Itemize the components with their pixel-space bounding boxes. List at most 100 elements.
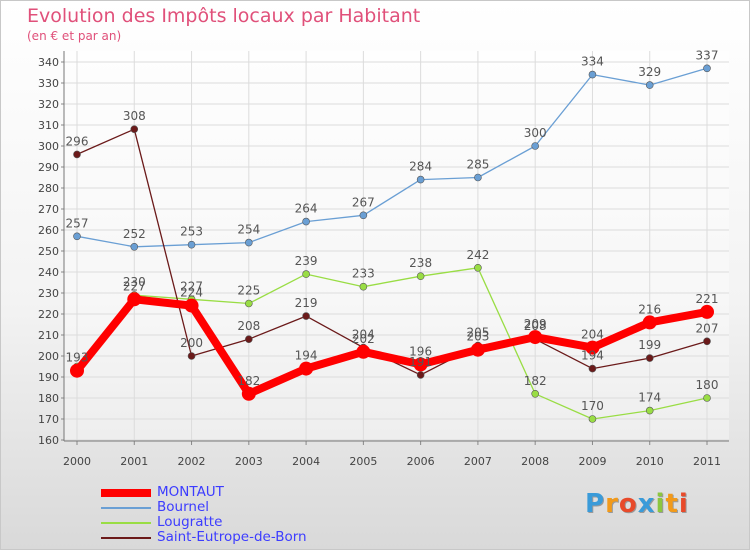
y-tick-label: 250	[38, 245, 59, 258]
legend-swatch-lougratte	[101, 522, 151, 524]
data-label-lougratte: 233	[352, 267, 375, 281]
data-point-bournel	[73, 232, 81, 241]
data-label-montaut: 216	[638, 302, 661, 316]
y-tick-label: 230	[38, 287, 59, 300]
data-point-montaut	[642, 315, 657, 330]
data-label-saint-eutrope-de-born: 208	[524, 319, 547, 333]
data-point-saint-eutrope-de-born	[645, 354, 654, 362]
data-label-lougratte: 239	[295, 254, 318, 268]
data-label-bournel: 285	[466, 158, 489, 172]
data-point-lougratte	[703, 394, 711, 402]
y-tick-label: 280	[38, 182, 59, 195]
legend-label-lougratte: Lougratte	[157, 514, 223, 530]
y-tick-label: 190	[38, 371, 59, 384]
logo-letter: i	[678, 489, 689, 519]
x-tick-label: 2010	[636, 455, 664, 468]
data-point-montaut	[356, 344, 371, 359]
y-tick-label: 340	[38, 56, 59, 69]
data-point-lougratte	[245, 299, 253, 308]
x-tick-label: 2007	[464, 455, 492, 468]
data-label-saint-eutrope-de-born: 308	[123, 109, 146, 123]
data-label-bournel: 284	[409, 160, 432, 174]
logo-letter: x	[637, 489, 656, 519]
x-tick-label: 2004	[292, 455, 320, 468]
x-tick-label: 2002	[178, 455, 206, 468]
data-point-montaut	[413, 357, 428, 372]
data-point-bournel	[531, 142, 539, 150]
x-tick-label: 2005	[349, 455, 377, 468]
y-tick-label: 160	[38, 434, 59, 447]
y-tick-label: 300	[38, 140, 59, 153]
data-label-lougratte: 180	[696, 378, 719, 392]
data-label-bournel: 252	[123, 227, 146, 241]
data-label-montaut: 203	[466, 330, 489, 344]
logo-letter: i	[655, 489, 666, 519]
data-label-bournel: 264	[295, 202, 318, 216]
data-point-saint-eutrope-de-born	[73, 150, 81, 159]
legend-swatch-saint-eutrope	[101, 537, 151, 539]
logo-letter: t	[665, 489, 679, 519]
data-label-montaut: 224	[180, 286, 203, 300]
data-label-bournel: 257	[66, 216, 89, 230]
data-point-saint-eutrope-de-born	[302, 312, 310, 320]
data-point-saint-eutrope-de-born	[187, 352, 196, 360]
data-point-montaut	[127, 292, 142, 307]
data-label-saint-eutrope-de-born: 296	[66, 134, 89, 148]
data-point-bournel	[703, 64, 711, 73]
data-label-saint-eutrope-de-born: 194	[581, 349, 604, 363]
data-label-lougratte: 230	[123, 275, 146, 289]
data-point-lougratte	[645, 406, 654, 415]
data-label-saint-eutrope-de-born: 200	[180, 336, 203, 350]
data-label-lougratte: 238	[409, 256, 432, 270]
data-point-saint-eutrope-de-born	[245, 335, 253, 344]
x-tick-label: 2008	[521, 455, 549, 468]
y-tick-label: 290	[38, 161, 59, 174]
data-point-saint-eutrope-de-born	[588, 364, 597, 373]
data-point-saint-eutrope-de-born	[130, 125, 139, 133]
y-tick-label: 330	[38, 77, 59, 90]
y-tick-label: 200	[38, 350, 59, 363]
data-label-montaut: 221	[696, 292, 719, 306]
data-label-bournel: 253	[180, 225, 203, 239]
data-label-bournel: 329	[638, 65, 661, 79]
data-label-bournel: 254	[237, 223, 260, 237]
x-tick-label: 2001	[120, 455, 148, 468]
plot-area	[64, 51, 729, 441]
y-tick-label: 220	[38, 308, 59, 321]
y-tick-label: 180	[38, 392, 59, 405]
x-tick-label: 2003	[235, 455, 263, 468]
x-tick-label: 2009	[578, 455, 606, 468]
legend-label-montaut: MONTAUT	[157, 484, 224, 500]
data-label-lougratte: 227	[180, 279, 203, 293]
logo-letter: r	[605, 489, 619, 519]
data-point-montaut	[70, 363, 84, 378]
data-label-saint-eutrope-de-born: 204	[352, 328, 375, 342]
data-point-saint-eutrope-de-born	[703, 337, 711, 346]
x-tick-label: 2006	[407, 455, 435, 468]
y-tick-label: 260	[38, 224, 59, 237]
chart-title: Evolution des Impôts locaux par Habitant	[27, 5, 421, 27]
series-line-montaut	[73, 295, 711, 398]
data-label-montaut: 227	[123, 279, 146, 293]
legend-label-saint-eutrope: Saint-Eutrope-de-Born	[157, 529, 307, 545]
data-label-bournel: 267	[352, 195, 375, 209]
data-label-bournel: 337	[696, 48, 719, 62]
legend-swatch-montaut	[101, 489, 151, 497]
data-point-lougratte	[302, 270, 310, 278]
data-label-montaut: 204	[581, 328, 604, 342]
series-line-bournel	[76, 67, 708, 248]
series-line-lougratte	[76, 267, 708, 420]
data-point-bournel	[588, 70, 597, 79]
data-label-montaut: 202	[352, 332, 375, 346]
data-label-lougratte: 225	[237, 284, 260, 298]
legend-swatch-bournel	[101, 507, 151, 509]
data-point-lougratte	[416, 272, 425, 281]
data-point-bournel	[245, 238, 253, 247]
logo-letter: P	[585, 489, 606, 519]
x-tick-label: 2011	[693, 455, 721, 468]
data-label-montaut: 193	[66, 351, 89, 365]
chart-subtitle: (en € et par an)	[27, 29, 122, 43]
data-label-lougratte: 174	[638, 391, 661, 405]
data-label-saint-eutrope-de-born: 208	[237, 319, 260, 333]
